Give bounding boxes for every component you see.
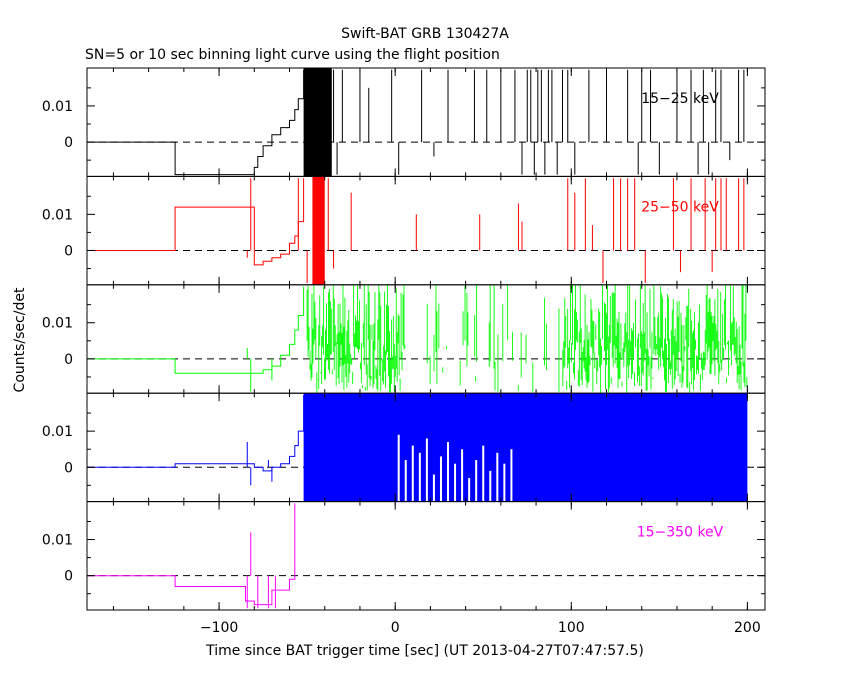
y-tick-label: 0 [64, 460, 73, 476]
light-curve-series [87, 286, 305, 374]
band-gap [489, 470, 492, 502]
band-gap [411, 445, 414, 502]
light-curve-series [87, 395, 305, 472]
band-gap [425, 438, 428, 502]
data-band [312, 176, 325, 285]
y-tick-label: 0 [64, 352, 73, 368]
panel-frame [86, 284, 766, 394]
y-tick-label: 0.01 [42, 316, 73, 332]
y-tick-label: 0 [64, 569, 73, 585]
y-tick-label: 0.01 [42, 533, 73, 549]
band-gap [418, 452, 421, 502]
band-gap [503, 463, 506, 502]
energy-label: 15−25 keV [641, 91, 719, 107]
chart-title: Swift-BAT GRB 130427A [341, 26, 509, 42]
band-gap [432, 474, 435, 502]
band-gap [447, 441, 450, 502]
light-curve-series [87, 178, 305, 266]
panel-frame [86, 501, 766, 611]
y-tick-label: 0 [64, 135, 73, 151]
panel-4-data [87, 393, 765, 502]
panel-3-data [87, 284, 765, 394]
x-tick-label: 0 [391, 620, 400, 636]
band-gap [404, 460, 407, 502]
x-axis-label: Time since BAT trigger time [sec] (UT 20… [205, 643, 644, 659]
light-curve-series [87, 69, 305, 176]
y-tick-label: 0.01 [42, 99, 73, 115]
panel-2-data [87, 176, 765, 285]
band-gap [439, 456, 442, 502]
band-gap [461, 449, 464, 502]
y-axis-label: Counts/sec/det [12, 287, 28, 392]
panel-5-data [87, 503, 765, 609]
y-tick-label: 0.01 [42, 207, 73, 223]
light-curve-series [87, 503, 296, 606]
band-gap [510, 449, 513, 502]
y-tick-label: 0 [64, 243, 73, 259]
data-band [303, 68, 332, 177]
band-gap [468, 478, 471, 502]
energy-label: 25−50 keV [641, 199, 719, 215]
chart-subtitle: SN=5 or 10 sec binning light curve using… [85, 47, 500, 63]
x-tick-label: 200 [734, 620, 761, 636]
panels-group: 0 0.01 15−25 keV 0 0.01 25−50 keV 0 0.01 0 0.01 0 0… [42, 67, 766, 636]
data-band [303, 393, 748, 502]
energy-label: 15−350 keV [637, 525, 724, 541]
band-gap [397, 434, 400, 502]
x-tick-label: −100 [200, 620, 238, 636]
panel-frame [86, 67, 766, 177]
band-gap [475, 460, 478, 502]
panel-frame [86, 175, 766, 286]
x-tick-label: 100 [558, 620, 585, 636]
band-gap [482, 445, 485, 502]
panel-1-data [87, 68, 765, 177]
y-tick-label: 0.01 [42, 424, 73, 440]
band-gap [496, 452, 499, 502]
band-gap [454, 463, 457, 502]
